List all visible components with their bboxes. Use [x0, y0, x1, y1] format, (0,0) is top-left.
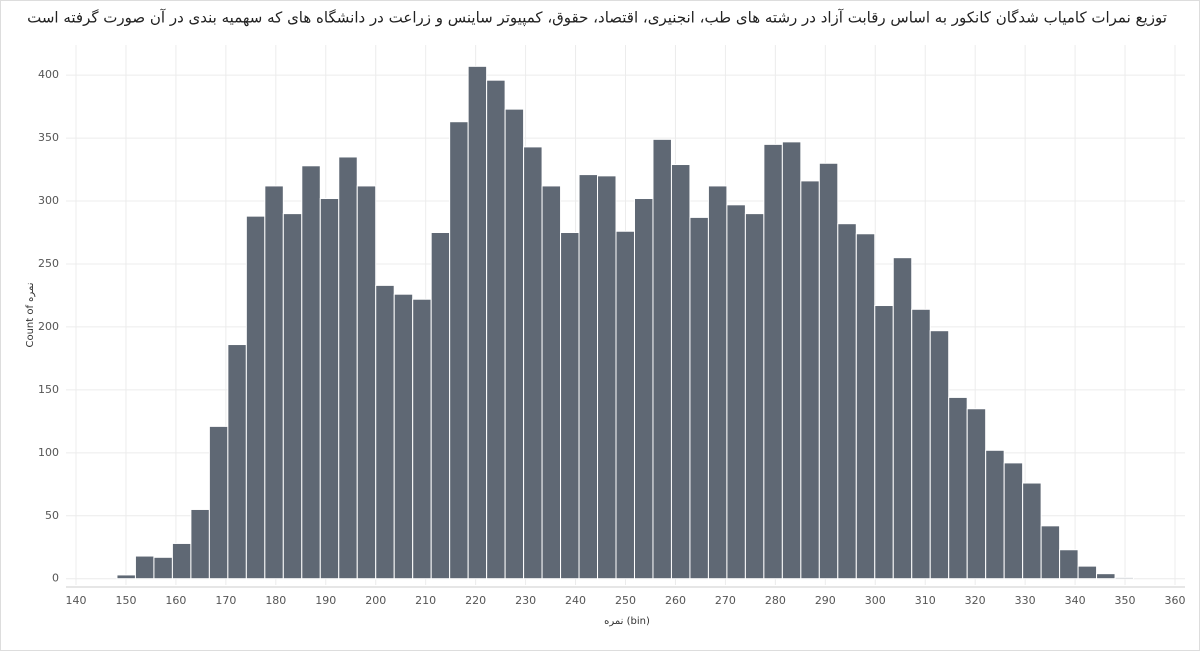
bar [837, 223, 857, 580]
bar [560, 232, 580, 580]
bar [874, 305, 894, 580]
bar [670, 164, 691, 580]
x-tick-label: 170 [215, 594, 236, 607]
x-tick-label: 180 [265, 594, 286, 607]
bar [615, 230, 635, 580]
x-tick-label: 190 [315, 594, 336, 607]
bar [190, 508, 210, 580]
bar [948, 396, 968, 580]
bar [818, 162, 839, 580]
y-tick-label: 350 [38, 131, 59, 144]
x-tick-label: 310 [915, 594, 936, 607]
bar [1059, 549, 1079, 580]
y-tick-label: 200 [38, 320, 59, 333]
bar [153, 556, 173, 580]
bar [171, 542, 192, 580]
bar [301, 165, 321, 580]
bar [726, 204, 746, 580]
x-tick-label: 160 [165, 594, 186, 607]
bar [578, 174, 599, 580]
y-tick-label: 100 [38, 446, 59, 459]
x-tick-label: 250 [615, 594, 636, 607]
x-tick-label: 140 [66, 594, 87, 607]
x-tick-label: 340 [1065, 594, 1086, 607]
bar [1022, 482, 1042, 580]
x-tick-label: 320 [965, 594, 986, 607]
bar [467, 65, 488, 580]
x-tick-label: 300 [865, 594, 886, 607]
bar [1096, 573, 1116, 580]
bar [597, 175, 617, 580]
bar [781, 141, 802, 580]
x-tick-label: 150 [115, 594, 136, 607]
bar [800, 180, 820, 580]
bar [449, 121, 469, 580]
x-tick-label: 220 [465, 594, 486, 607]
x-tick-label: 330 [1015, 594, 1036, 607]
bar [652, 138, 672, 580]
bar [929, 330, 950, 580]
x-tick-label: 200 [365, 594, 386, 607]
bar [245, 215, 266, 580]
bar [911, 308, 931, 580]
bar [264, 185, 284, 580]
x-tick-label: 290 [815, 594, 836, 607]
x-tick-label: 230 [515, 594, 536, 607]
bar [319, 198, 340, 580]
bar [208, 425, 229, 580]
bar [744, 213, 765, 580]
bar [633, 198, 654, 580]
bar [227, 344, 247, 580]
y-tick-label: 50 [45, 509, 59, 522]
bar [689, 216, 709, 580]
bar [338, 156, 358, 580]
bar [430, 232, 451, 580]
x-tick-label: 240 [565, 594, 586, 607]
x-tick-label: 280 [765, 594, 786, 607]
bar [116, 574, 136, 580]
bar [763, 143, 783, 580]
bar [1077, 565, 1098, 580]
y-tick-label: 250 [38, 257, 59, 270]
bar [504, 108, 525, 580]
bar [892, 257, 913, 580]
x-axis-label: نمره (bin) [604, 616, 650, 627]
bar [1003, 462, 1024, 580]
y-tick-label: 150 [38, 383, 59, 396]
y-axis-label: Count of نمره [25, 282, 36, 347]
x-tick-label: 210 [415, 594, 436, 607]
bar [1114, 576, 1135, 580]
bar [282, 213, 303, 580]
bar [966, 408, 987, 580]
bar [412, 298, 432, 580]
x-tick-label: 270 [715, 594, 736, 607]
x-tick-label: 350 [1115, 594, 1136, 607]
bar [393, 293, 414, 580]
y-tick-label: 400 [38, 68, 59, 81]
bar [356, 185, 377, 580]
bar [985, 449, 1005, 580]
bar [541, 185, 562, 580]
x-tick-label: 360 [1165, 594, 1186, 607]
bar [375, 284, 395, 580]
bar [523, 146, 543, 580]
y-tick-label: 0 [52, 572, 59, 585]
bar [707, 185, 728, 580]
bar [134, 555, 155, 580]
bar [486, 79, 506, 580]
bar [855, 233, 876, 580]
chart-title: توزیع نمرات کامیاب شدگان کانکور به اساس … [27, 9, 1167, 28]
y-tick-label: 300 [38, 194, 59, 207]
bar [1040, 525, 1061, 580]
x-tick-label: 260 [665, 594, 686, 607]
